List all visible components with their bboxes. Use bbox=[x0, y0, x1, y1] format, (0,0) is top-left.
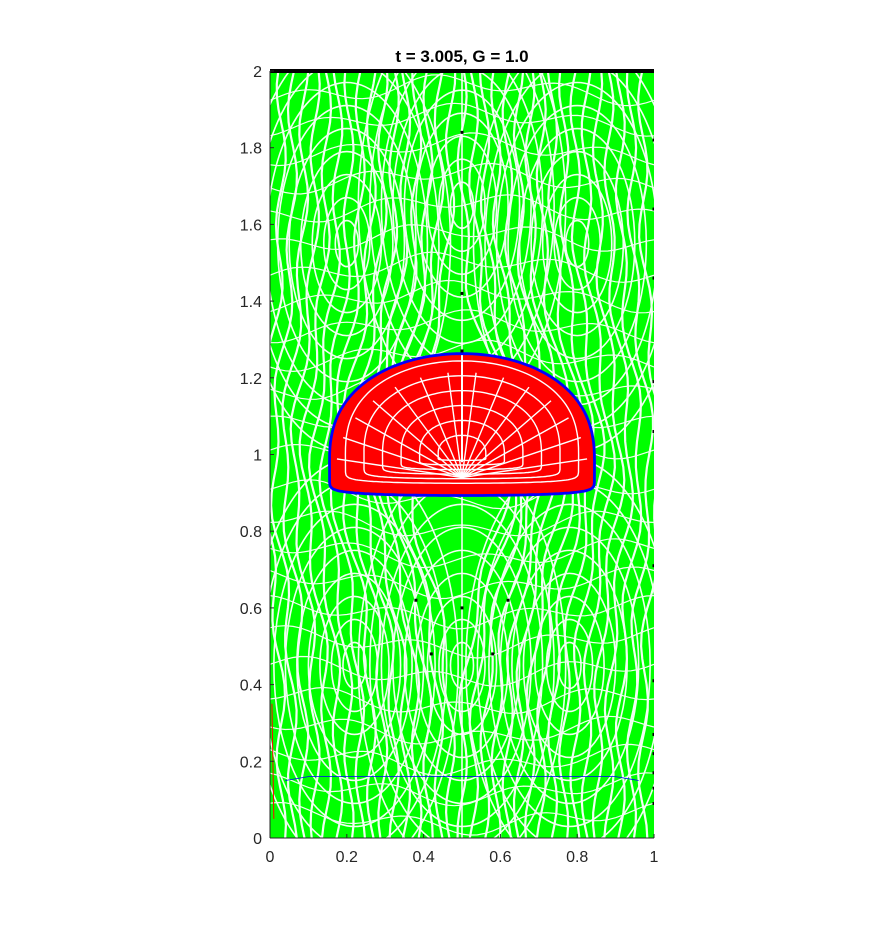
streamline-loop bbox=[284, 526, 425, 805]
streamline bbox=[614, 71, 643, 838]
streamline bbox=[625, 71, 654, 838]
drop-streamline bbox=[461, 386, 530, 478]
streamline-loop bbox=[273, 503, 436, 828]
marker-point bbox=[460, 606, 464, 610]
y-tick-label: 0.8 bbox=[240, 524, 262, 541]
streamline bbox=[298, 71, 333, 838]
streamline bbox=[307, 71, 344, 838]
streamline-loop bbox=[499, 526, 640, 805]
drop-streamline bbox=[447, 372, 463, 478]
streamline-loop bbox=[518, 127, 636, 360]
drop-region bbox=[328, 352, 596, 497]
marker-point bbox=[652, 564, 654, 568]
marker-point bbox=[414, 598, 418, 602]
marker-point bbox=[460, 349, 464, 353]
drop-streamline bbox=[394, 386, 463, 478]
streamline-loop bbox=[296, 549, 413, 782]
drop-streamline bbox=[461, 377, 505, 478]
marker-point bbox=[460, 130, 464, 134]
streamline bbox=[289, 71, 321, 838]
streamline bbox=[580, 71, 617, 838]
marker-point bbox=[652, 207, 654, 211]
axes: 0 0.2 0.4 0.6 0.8 1 0 0.2 0.4 0.6 0.8 1 1.2 1.4 1.6 1.8… bbox=[240, 64, 659, 866]
drop-streamline bbox=[400, 404, 524, 471]
y-tick-label: 1.6 bbox=[240, 217, 262, 234]
streamline-loop bbox=[530, 150, 625, 337]
streamline-loop bbox=[330, 618, 379, 713]
streamline-loop bbox=[288, 127, 406, 360]
streamline-loop bbox=[319, 595, 390, 736]
y-tick-label: 1 bbox=[253, 448, 262, 465]
streamline bbox=[603, 71, 634, 838]
x-tick-label: 0.4 bbox=[412, 849, 434, 866]
marker-point bbox=[460, 291, 464, 295]
streamline bbox=[569, 71, 606, 838]
marker-point bbox=[652, 138, 654, 142]
y-tick-label: 1.2 bbox=[240, 371, 262, 388]
marker-point bbox=[652, 786, 654, 790]
y-tick-label: 2 bbox=[253, 64, 262, 81]
marker-point bbox=[652, 801, 654, 805]
drop-streamline bbox=[419, 377, 463, 478]
drop-streamline bbox=[381, 390, 543, 475]
streamline-loop bbox=[342, 641, 367, 690]
marker-point bbox=[652, 771, 654, 775]
x-tick-label: 1 bbox=[650, 849, 659, 866]
drop-streamline bbox=[461, 436, 582, 479]
streamline-loop bbox=[507, 104, 648, 383]
marker-point bbox=[652, 732, 654, 736]
streamline-loop bbox=[553, 196, 602, 291]
x-tick-label: 0.6 bbox=[489, 849, 511, 866]
drop-streamlines bbox=[336, 353, 588, 484]
marker-point bbox=[652, 276, 654, 280]
marker-points bbox=[414, 130, 654, 805]
streamline-loop bbox=[299, 150, 394, 337]
marker-point bbox=[652, 429, 654, 433]
streamline-loop bbox=[307, 572, 402, 759]
streamline-loop bbox=[541, 173, 613, 314]
streamline-loop bbox=[311, 173, 383, 314]
marker-point bbox=[652, 679, 654, 683]
plot-area bbox=[270, 71, 654, 838]
drop-streamline bbox=[372, 400, 463, 479]
streamline-loop bbox=[557, 641, 582, 690]
x-tick-label: 0.8 bbox=[566, 849, 588, 866]
streamline-loop bbox=[511, 549, 628, 782]
y-tick-label: 0.2 bbox=[240, 754, 262, 771]
chart-title: t = 3.005, G = 1.0 bbox=[395, 47, 528, 66]
streamline-loop bbox=[534, 595, 605, 736]
streamline-loop bbox=[334, 219, 360, 268]
marker-point bbox=[491, 652, 495, 656]
y-tick-label: 0.4 bbox=[240, 678, 262, 695]
x-tick-label: 0 bbox=[266, 849, 275, 866]
drop-streamline bbox=[355, 417, 463, 479]
y-tick-label: 0.6 bbox=[240, 601, 262, 618]
drop-streamline bbox=[342, 436, 463, 479]
marker-point bbox=[506, 598, 510, 602]
x-tick-label: 0.2 bbox=[336, 849, 358, 866]
drop-streamline bbox=[461, 458, 588, 479]
drop-streamline bbox=[461, 400, 552, 479]
streamline bbox=[270, 71, 299, 838]
drop-streamline bbox=[336, 458, 463, 479]
bottom-trace bbox=[285, 776, 639, 781]
marker-point bbox=[429, 652, 433, 656]
streamline-loop bbox=[276, 104, 417, 383]
drop-streamline bbox=[363, 375, 561, 480]
drop-streamline bbox=[461, 417, 569, 479]
y-tick-label: 1.4 bbox=[240, 294, 262, 311]
streamline bbox=[270, 71, 288, 838]
y-tick-label: 0 bbox=[253, 831, 262, 848]
marker-point bbox=[652, 380, 654, 384]
drop-streamline bbox=[344, 360, 580, 484]
drop-interface bbox=[328, 352, 596, 497]
y-tick-label: 1.8 bbox=[240, 141, 262, 158]
marker-point bbox=[652, 752, 654, 756]
drop-streamline bbox=[461, 372, 477, 478]
streamline-loop bbox=[322, 196, 371, 291]
streamline bbox=[281, 71, 310, 838]
streamline-loop bbox=[522, 572, 617, 759]
